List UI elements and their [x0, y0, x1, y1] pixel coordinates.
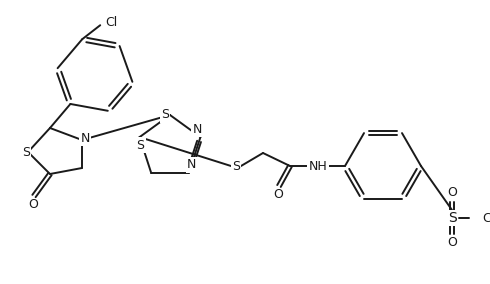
Text: S: S — [232, 160, 240, 172]
Text: N: N — [193, 123, 202, 136]
Text: Cl: Cl — [105, 16, 118, 29]
Text: N: N — [187, 158, 196, 171]
Text: N: N — [80, 131, 90, 145]
Text: O: O — [447, 187, 457, 199]
Text: O: O — [273, 189, 283, 202]
Text: O: O — [28, 199, 38, 212]
Text: S: S — [448, 211, 456, 225]
Text: S: S — [22, 145, 30, 158]
Text: S: S — [137, 139, 145, 152]
Text: O: O — [447, 237, 457, 250]
Text: CH₃: CH₃ — [482, 212, 490, 224]
Text: NH: NH — [309, 160, 327, 172]
Text: S: S — [161, 108, 169, 122]
